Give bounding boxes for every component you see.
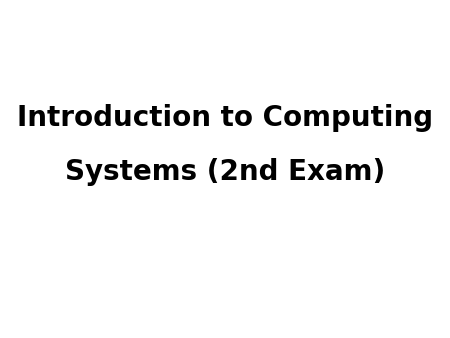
Text: Systems (2nd Exam): Systems (2nd Exam) xyxy=(65,159,385,186)
Text: Introduction to Computing: Introduction to Computing xyxy=(17,104,433,132)
